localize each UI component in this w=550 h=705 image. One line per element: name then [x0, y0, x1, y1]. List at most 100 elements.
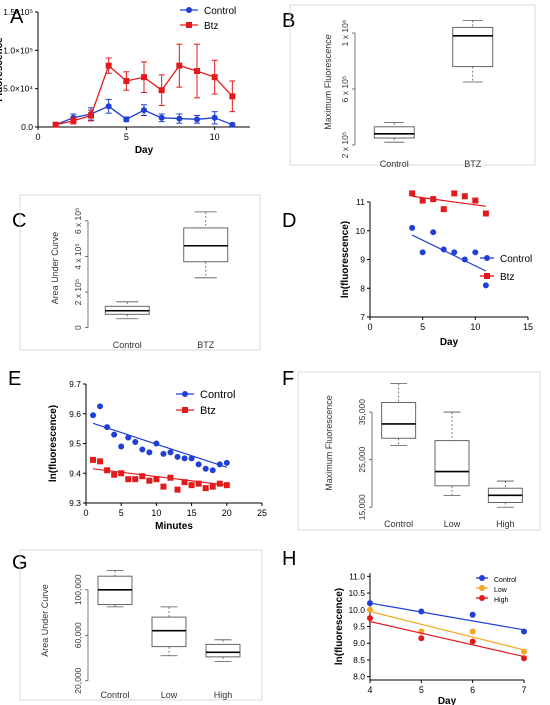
a-y-tick-label: 0.0 — [21, 122, 33, 132]
h-point-high — [418, 635, 425, 642]
h-x-tick-label: 6 — [470, 685, 475, 695]
e-point-btz — [160, 483, 167, 490]
e-point-control — [104, 424, 111, 431]
h-legend-label-low: Low — [494, 587, 508, 594]
e-point-btz — [153, 476, 160, 483]
h-y-tick-label: 10.5 — [348, 588, 365, 598]
e-point-control — [181, 455, 188, 462]
e-point-control — [118, 443, 125, 450]
d-point-control — [472, 249, 479, 256]
d-y-tick-label: 9 — [360, 255, 365, 265]
e-point-btz — [167, 474, 174, 481]
d-legend-marker-control — [484, 255, 490, 261]
e-point-btz — [139, 473, 146, 480]
d-point-btz — [430, 196, 437, 203]
a-point-control — [176, 115, 183, 122]
c-x-tick-label: Control — [113, 340, 142, 350]
a-x-tick-label: 0 — [35, 132, 40, 142]
e-point-control — [167, 449, 174, 456]
e-point-control — [202, 465, 209, 472]
e-point-control — [146, 449, 153, 456]
g-y-tick-label: 100,000 — [73, 574, 83, 605]
a-point-btz — [229, 93, 236, 100]
e-point-control — [153, 440, 160, 447]
e-point-control — [139, 446, 146, 453]
g-x-tick-label: Control — [100, 690, 129, 700]
h-fit-line-low — [369, 610, 525, 651]
e-point-btz — [195, 480, 202, 487]
e-fit-line-btz — [92, 468, 227, 486]
e-legend-marker-btz — [182, 407, 188, 413]
a-point-btz — [70, 117, 77, 124]
f-x-tick-label: Control — [384, 519, 413, 529]
h-y-tick-label: 10.0 — [348, 605, 365, 615]
b-box-btz — [452, 26, 494, 68]
d-x-tick-label: 15 — [523, 322, 533, 332]
a-point-btz — [158, 87, 165, 94]
h-y-tick-label: 11.0 — [349, 571, 365, 581]
f-y-tick-label: 15,000 — [357, 494, 367, 520]
e-x-tick-label: 10 — [151, 508, 161, 518]
e-point-control — [209, 467, 216, 474]
c-y-tick-label: 0 — [73, 325, 83, 330]
e-point-btz — [174, 486, 181, 493]
h-x-tick-label: 7 — [521, 685, 526, 695]
e-x-tick-label: 5 — [119, 508, 124, 518]
e-point-btz — [111, 471, 118, 478]
c-panel-frame — [19, 194, 261, 351]
e-point-btz — [132, 476, 139, 483]
a-point-btz — [123, 78, 130, 84]
e-point-control — [195, 461, 202, 468]
h-y-tick-label: 8.5 — [353, 655, 365, 665]
c-y-tick-label: 4 x 10⁵ — [73, 243, 83, 270]
d-point-control — [440, 246, 447, 253]
h-y-tick-label: 8.0 — [353, 672, 365, 682]
e-x-tick-label: 25 — [257, 508, 267, 518]
a-point-control — [123, 116, 130, 123]
d-point-control — [482, 282, 489, 289]
a-legend-marker-control — [186, 7, 192, 13]
d-point-btz — [482, 210, 489, 217]
h-point-control — [469, 611, 476, 618]
d-y-tick-label: 8 — [360, 283, 365, 293]
e-point-control — [174, 453, 181, 460]
f-box-control — [381, 402, 417, 439]
d-legend-label-btz: Btz — [500, 272, 514, 283]
d-point-control — [419, 249, 426, 256]
h-x-tick-label: 4 — [367, 685, 372, 695]
h-x-axis-title: Day — [438, 696, 457, 705]
e-point-control — [125, 434, 132, 441]
e-x-tick-label: 15 — [187, 508, 197, 518]
h-x-tick-label: 5 — [419, 685, 424, 695]
e-point-btz — [125, 476, 132, 483]
h-legend-label-high: High — [494, 597, 509, 604]
h-legend-marker-low — [479, 585, 485, 591]
a-point-control — [211, 114, 218, 121]
g-y-axis-title: Area Under Curve — [40, 584, 50, 657]
f-x-tick-label: High — [496, 519, 515, 529]
g-x-tick-label: High — [214, 690, 233, 700]
h-point-high — [521, 655, 527, 662]
panel-letter-e: E — [8, 368, 22, 390]
a-point-btz — [211, 74, 218, 81]
b-y-tick-label: 2 x 10⁵ — [340, 132, 350, 159]
panel-letter-c: C — [12, 210, 27, 232]
e-point-control — [216, 461, 223, 468]
c-box-btz — [183, 227, 229, 263]
b-y-tick-label: 1 x 10⁶ — [340, 20, 350, 47]
b-panel-frame — [289, 4, 536, 166]
panel-letter-b: B — [282, 10, 296, 32]
e-x-tick-label: 0 — [83, 508, 88, 518]
d-y-tick-label: 11 — [356, 197, 365, 207]
h-point-low — [367, 606, 373, 613]
e-y-tick-label: 9.4 — [69, 468, 81, 478]
d-y-tick-label: 10 — [356, 226, 366, 236]
e-legend-label-btz: Btz — [200, 405, 216, 417]
e-point-control — [111, 431, 118, 438]
e-point-btz — [97, 458, 104, 465]
e-y-axis-title: ln(fluorescence) — [48, 405, 59, 482]
e-x-axis-title: Minutes — [155, 521, 193, 532]
a-y-axis-title: Fluorescence — [0, 37, 5, 102]
b-box-control — [373, 126, 415, 139]
